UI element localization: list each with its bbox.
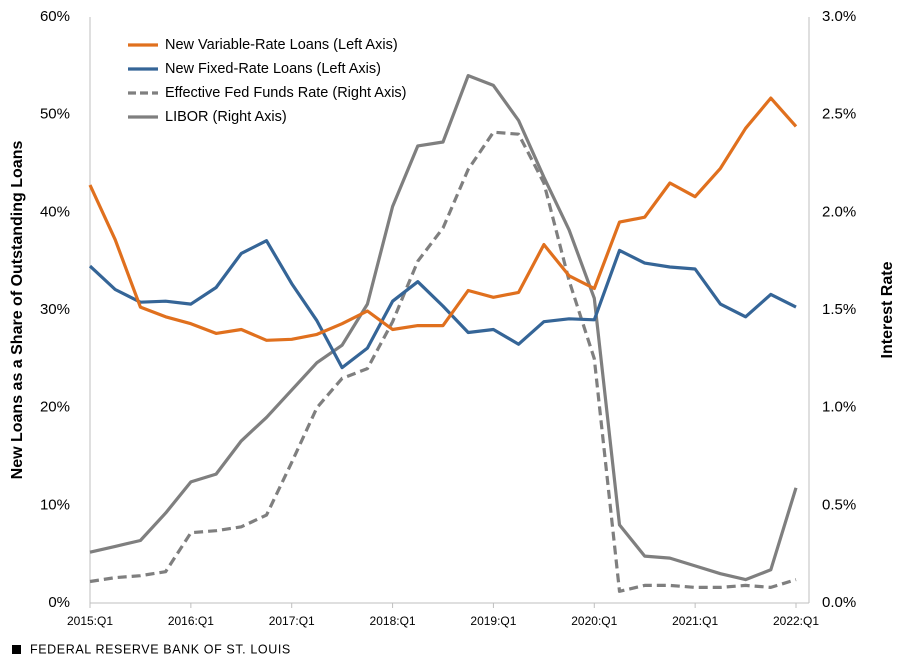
y-tick-label: 60% <box>40 8 70 25</box>
y-tick-label: 10% <box>40 496 70 513</box>
y2-tick-label: 1.0% <box>822 399 856 416</box>
y2-tick-label: 1.5% <box>822 301 856 318</box>
y-tick-label: 20% <box>40 399 70 416</box>
legend-label: New Variable-Rate Loans (Left Axis) <box>165 37 398 53</box>
y2-axis-title: Interest Rate <box>879 261 896 358</box>
y-axis-title: New Loans as a Share of Outstanding Loan… <box>9 141 26 480</box>
y2-tick-label: 2.5% <box>822 106 856 123</box>
y-tick-label: 0% <box>48 594 70 611</box>
legend-label: LIBOR (Right Axis) <box>165 109 287 125</box>
series-line <box>88 239 797 370</box>
legend-label: Effective Fed Funds Rate (Right Axis) <box>165 85 407 101</box>
y2-tick-label: 2.0% <box>822 203 856 220</box>
x-tick-label: 2018:Q1 <box>370 614 416 628</box>
series-line <box>89 130 797 593</box>
x-tick-label: 2015:Q1 <box>67 614 113 628</box>
x-tick-label: 2019:Q1 <box>470 614 516 628</box>
y2-tick-label: 0.0% <box>822 594 856 611</box>
y-tick-label: 50% <box>40 106 70 123</box>
source: FEDERAL RESERVE BANK OF ST. LOUIS <box>30 642 291 656</box>
series-line <box>88 96 798 342</box>
x-tick-label: 2017:Q1 <box>269 614 315 628</box>
y-tick-label: 30% <box>40 301 70 318</box>
source-icon <box>12 645 21 654</box>
y2-tick-label: 0.5% <box>822 496 856 513</box>
series-line <box>89 74 798 582</box>
x-tick-label: 2016:Q1 <box>168 614 214 628</box>
x-tick-label: 2021:Q1 <box>672 614 718 628</box>
y-tick-label: 40% <box>40 203 70 220</box>
legend-label: New Fixed-Rate Loans (Left Axis) <box>165 61 381 77</box>
x-tick-label: 2020:Q1 <box>571 614 617 628</box>
y2-tick-label: 3.0% <box>822 8 856 25</box>
x-tick-label: 2022:Q1 <box>773 614 819 628</box>
